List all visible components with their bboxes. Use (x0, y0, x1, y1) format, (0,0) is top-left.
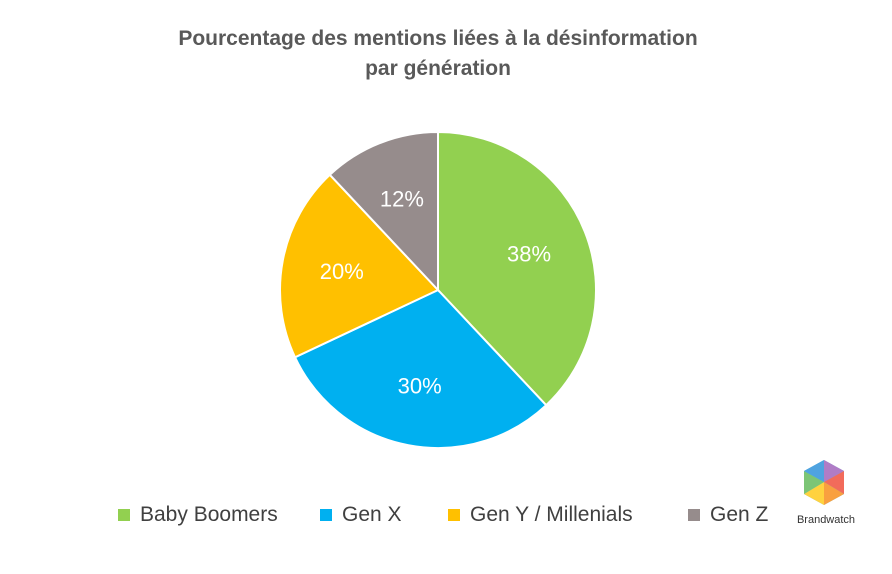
legend-label-baby-boomers: Baby Boomers (140, 503, 278, 526)
pie-slice-gen-z (328, 130, 439, 293)
data-label-gen-z: 12% (380, 186, 424, 211)
brandwatch-logo-text: Brandwatch (796, 514, 856, 526)
chart-title-line-2: par génération (365, 57, 511, 80)
legend-item-gen-x: Gen X (320, 503, 402, 527)
chart-title: Pourcentage des mentions liées à la dési… (0, 24, 876, 84)
pie-slice-baby-boomers (437, 130, 597, 407)
pie-data-labels: 38% 30% 20% 12% (320, 186, 551, 398)
legend-label-gen-z: Gen Z (710, 503, 769, 526)
legend-swatch-gen-z (688, 509, 700, 521)
legend-swatch-gen-y (448, 509, 460, 521)
brandwatch-logo: Brandwatch (786, 456, 866, 536)
legend-label-gen-x: Gen X (342, 503, 402, 526)
chart-title-line-1: Pourcentage des mentions liées à la dési… (178, 27, 698, 50)
legend-label-gen-y: Gen Y / Millenials (470, 503, 633, 526)
legend-swatch-baby-boomers (118, 509, 130, 521)
brandwatch-hexagon-icon (804, 460, 844, 505)
data-label-gen-x: 30% (398, 374, 442, 399)
legend-item-baby-boomers: Baby Boomers (118, 503, 278, 527)
pie-slices (279, 130, 597, 449)
pie-slice-gen-y (279, 173, 440, 359)
legend: Baby Boomers Gen X Gen Y / Millenials Ge… (0, 503, 892, 531)
data-label-gen-y: 20% (320, 259, 364, 284)
legend-item-gen-y: Gen Y / Millenials (448, 503, 633, 527)
legend-item-gen-z: Gen Z (688, 503, 768, 527)
pie-slice-gen-x (293, 288, 548, 449)
data-label-baby-boomers: 38% (507, 241, 551, 266)
legend-swatch-gen-x (320, 509, 332, 521)
